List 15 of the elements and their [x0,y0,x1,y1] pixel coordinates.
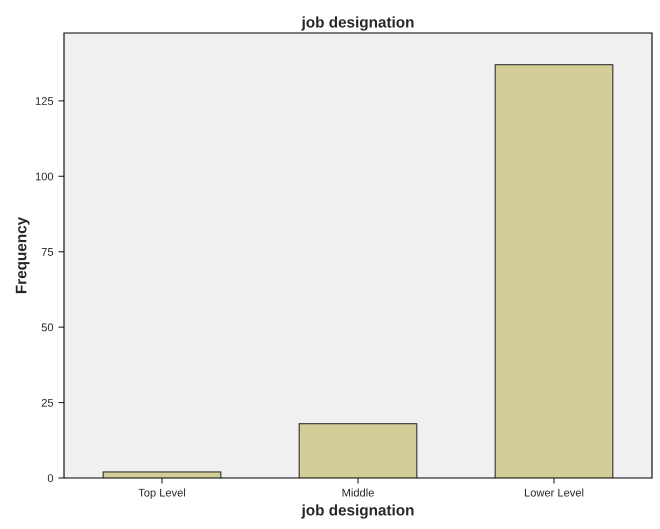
chart-title: job designation [301,16,414,31]
y-axis-title: Frequency [16,216,30,294]
bar [102,471,222,478]
x-tick-label: Top Level [138,488,186,499]
y-tick-label: 25 [42,398,54,407]
x-tick-label: Middle [342,488,374,497]
y-tick-label: 50 [42,323,54,332]
bar [298,423,418,478]
y-tick-label: 100 [36,172,54,180]
x-axis-title: job designation [301,504,414,519]
y-tick-label: 0 [48,474,54,482]
y-tick-label: 125 [36,97,54,106]
x-tick-label: Lower Level [524,488,584,497]
bar [494,64,614,478]
y-tick-label: 75 [42,248,54,256]
